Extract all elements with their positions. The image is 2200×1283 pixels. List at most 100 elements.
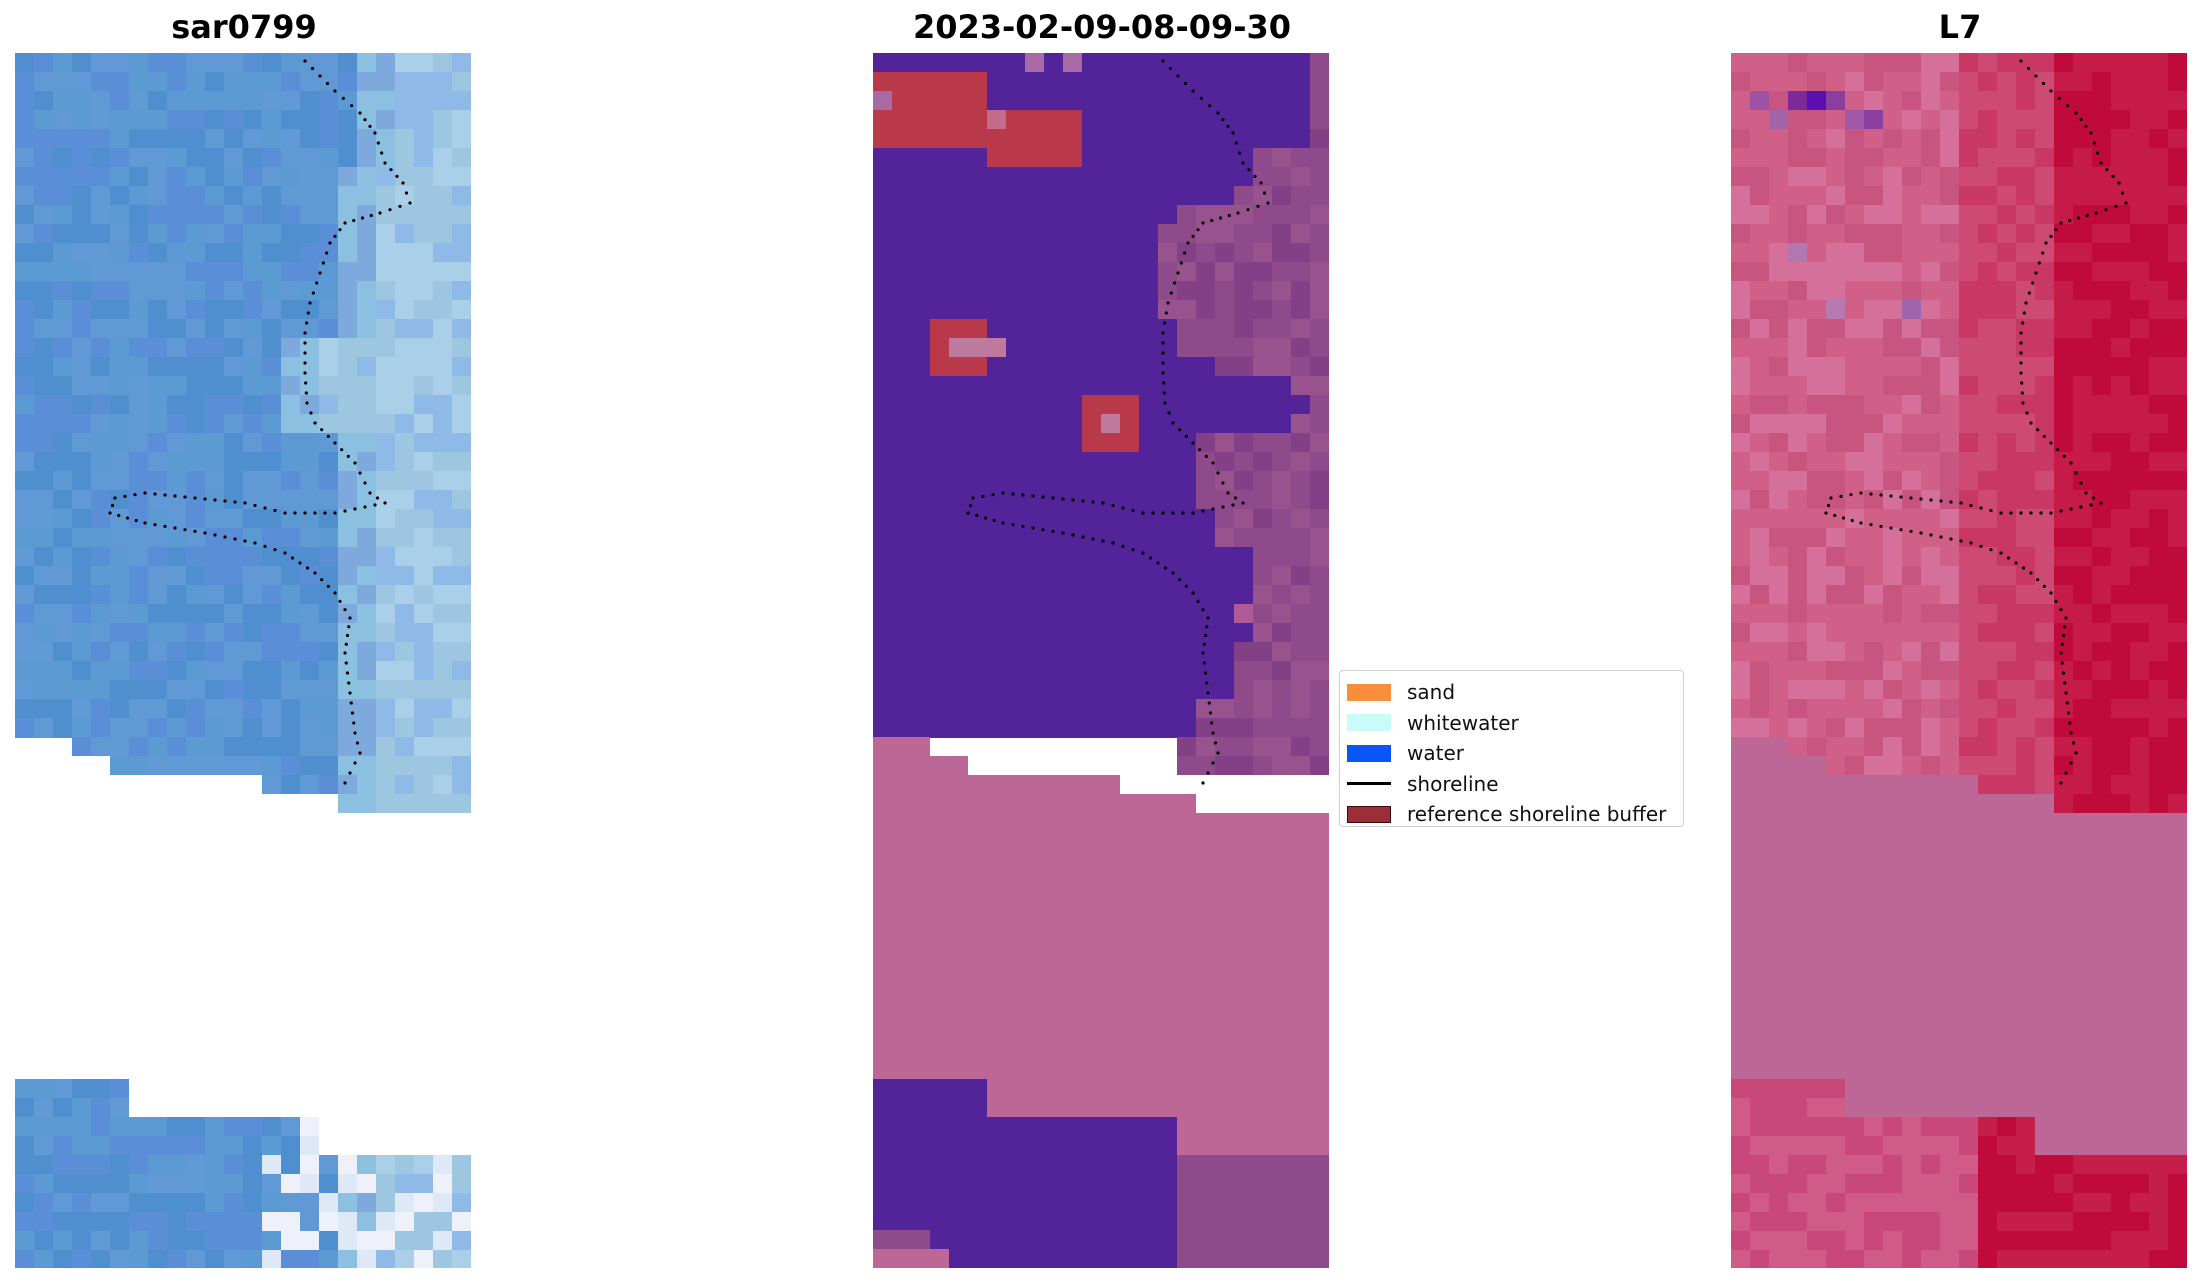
image-pixel (357, 680, 376, 699)
index-pixel (1750, 528, 1769, 547)
image-pixel (395, 91, 414, 110)
image-pixel (186, 1174, 205, 1193)
image-pixel (452, 585, 471, 604)
image-pixel (15, 338, 34, 357)
land-pixel (1310, 91, 1329, 110)
index-pixel (2168, 243, 2187, 262)
land-pixel (1234, 433, 1253, 452)
index-pixel (1826, 737, 1845, 756)
land-pixel (1234, 737, 1253, 756)
image-pixel (72, 1250, 91, 1268)
image-pixel (186, 376, 205, 395)
image-pixel (357, 775, 376, 794)
land-pixel (1272, 281, 1291, 300)
index-pixel (1959, 300, 1978, 319)
index-pixel (1997, 1155, 2016, 1174)
image-pixel (15, 129, 34, 148)
index-pixel (2168, 1174, 2187, 1193)
index-pixel (1921, 1136, 1940, 1155)
shoreline-dot (303, 371, 307, 375)
shoreline-dot (1031, 494, 1035, 498)
image-pixel (376, 1250, 395, 1268)
shoreline-dot (153, 492, 157, 496)
image-pixel (319, 490, 338, 509)
shoreline-dot (1879, 524, 1883, 528)
image-pixel (262, 110, 281, 129)
image-pixel (167, 661, 186, 680)
index-pixel (2054, 224, 2073, 243)
image-pixel (148, 718, 167, 737)
index-pixel (2130, 414, 2149, 433)
image-pixel (167, 1231, 186, 1250)
image-pixel (319, 53, 338, 72)
land-pixel (1310, 357, 1329, 376)
image-pixel (110, 1250, 129, 1268)
index-pixel (1826, 110, 1845, 129)
shoreline-dot (306, 311, 310, 315)
index-pixel (1769, 1231, 1788, 1250)
index-pixel (2016, 509, 2035, 528)
land-pixel (1272, 471, 1291, 490)
index-pixel (1883, 72, 1902, 91)
shoreline-swatch (1347, 775, 1391, 792)
image-pixel (300, 1212, 319, 1231)
image-pixel (452, 699, 471, 718)
land-pixel (1215, 205, 1234, 224)
image-pixel (72, 205, 91, 224)
index-pixel (2092, 509, 2111, 528)
index-pixel (1940, 718, 1959, 737)
index-pixel (1978, 281, 1997, 300)
index-pixel (2092, 357, 2111, 376)
index-pixel (2016, 433, 2035, 452)
index-pixel (1902, 300, 1921, 319)
index-pixel (2016, 414, 2035, 433)
image-pixel (91, 91, 110, 110)
image-pixel (91, 414, 110, 433)
index-pixel (1921, 224, 1940, 243)
index-pixel (2054, 129, 2073, 148)
shoreline-dot (2056, 448, 2060, 452)
image-pixel (167, 642, 186, 661)
index-pixel (1788, 547, 1807, 566)
land-pixel (1291, 699, 1310, 718)
image-pixel (53, 718, 72, 737)
image-pixel (433, 72, 452, 91)
index-pixel (1769, 1098, 1788, 1117)
shoreline-dot (273, 508, 277, 513)
index-pixel (1750, 395, 1769, 414)
image-pixel (452, 1250, 471, 1268)
image-pixel (110, 433, 129, 452)
index-pixel (1826, 1117, 1845, 1136)
index-pixel (1788, 509, 1807, 528)
land-pixel (1310, 490, 1329, 509)
image-pixel (91, 262, 110, 281)
image-pixel (262, 300, 281, 319)
image-pixel (243, 338, 262, 357)
index-pixel (2092, 471, 2111, 490)
image-pixel (395, 1155, 414, 1174)
image-pixel (395, 338, 414, 357)
index-pixel (2168, 1250, 2187, 1268)
image-pixel (433, 642, 452, 661)
shoreline-dot (1164, 311, 1168, 315)
image-pixel (110, 756, 129, 775)
index-pixel (1902, 1136, 1921, 1155)
image-pixel (15, 1193, 34, 1212)
image-pixel (34, 452, 53, 471)
index-pixel (1826, 471, 1845, 490)
land-pixel (1253, 338, 1272, 357)
image-pixel (262, 1231, 281, 1250)
index-pixel (1883, 395, 1902, 414)
image-pixel (452, 471, 471, 490)
index-pixel (1997, 471, 2016, 490)
index-pixel (1997, 1174, 2016, 1193)
index-pixel (1845, 452, 1864, 471)
image-pixel (72, 509, 91, 528)
shoreline-dot (1178, 578, 1182, 582)
legend-label: water (1407, 741, 1464, 766)
image-pixel (414, 433, 433, 452)
land-pixel (1253, 490, 1272, 509)
image-pixel (148, 756, 167, 775)
index-pixel (1978, 1212, 1997, 1231)
image-pixel (91, 148, 110, 167)
